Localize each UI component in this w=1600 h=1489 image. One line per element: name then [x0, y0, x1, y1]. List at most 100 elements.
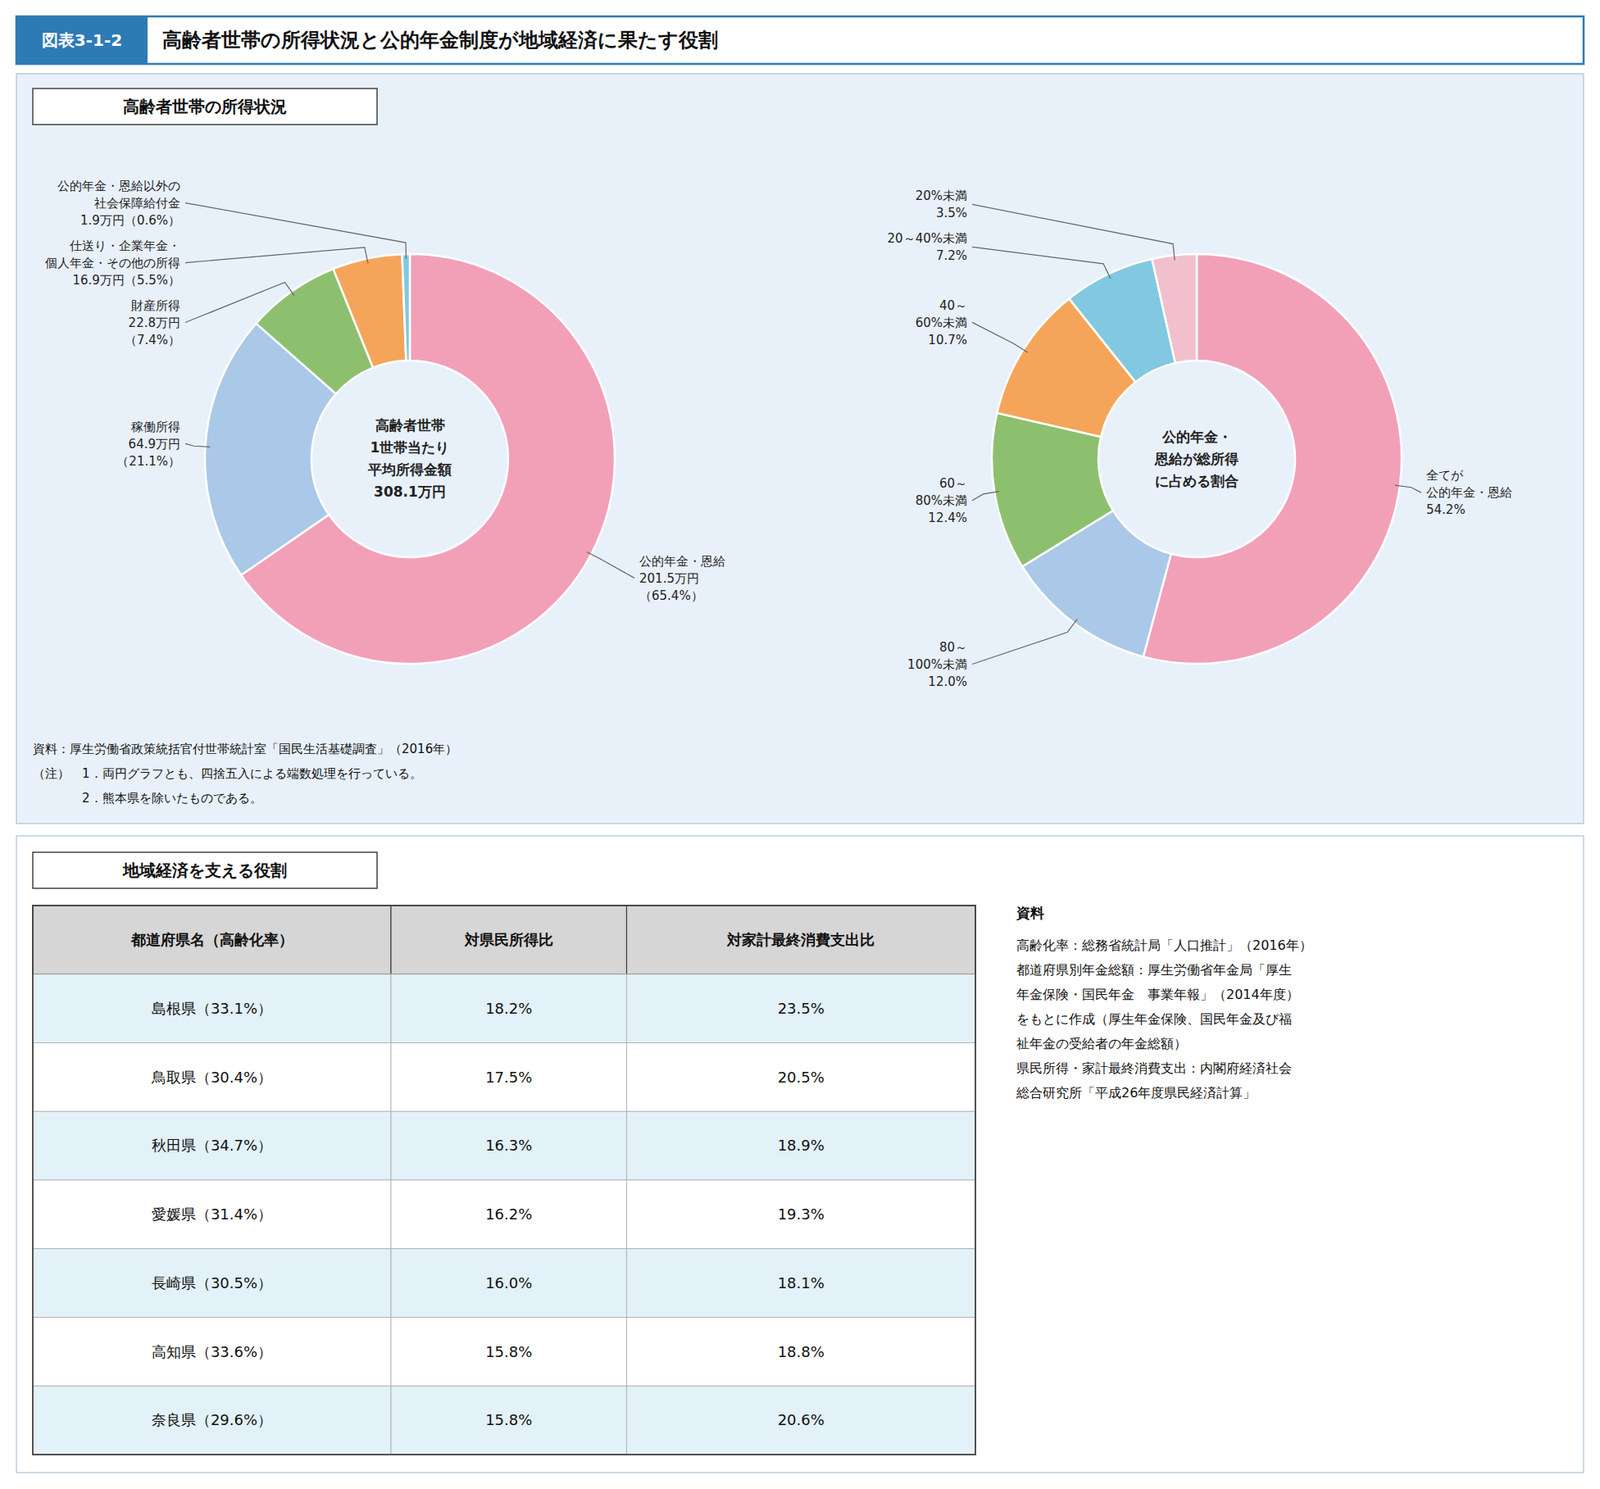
text-line: （21.1%）	[116, 454, 181, 469]
text-line: （注） 1．両円グラフとも、四捨五入による端数処理を行っている。	[32, 766, 423, 782]
section-panel	[16, 73, 1584, 824]
text-line: 高齢者世帯の所得状況	[122, 96, 287, 117]
text-line: 高知県（33.6%）	[151, 1343, 273, 1361]
text-line: 奈良県（29.6%）	[151, 1411, 273, 1429]
row-header-cell	[32, 1386, 391, 1455]
text-line: 高齢化率：総務省統計局「人口推計」（2016年）	[1016, 937, 1313, 954]
leader-line	[972, 619, 1078, 665]
text-line: 40～	[939, 298, 968, 314]
leader-line	[972, 322, 1028, 353]
title: 高齢者世帯の所得状況と公的年金制度が地域経済に果たす役割	[162, 28, 719, 52]
row-header-cell	[32, 1111, 391, 1181]
donut-slice	[333, 254, 407, 369]
text-line: 対県民所得比	[463, 931, 554, 949]
table-cell	[627, 1249, 977, 1319]
table-cell	[627, 1318, 977, 1387]
row-header-cell	[32, 974, 391, 1044]
cell-value: 18.2%	[485, 1000, 532, 1018]
note: （注） 1．両円グラフとも、四捨五入による端数処理を行っている。	[32, 766, 423, 782]
column-header: 対県民所得比	[463, 931, 554, 949]
text-line: 12.4%	[927, 510, 968, 526]
leader-line	[586, 551, 635, 578]
text-line: 60～	[939, 476, 968, 491]
text-line: 308.1万円	[373, 483, 446, 500]
center-text: 公的年金・恩給が総所得に占める割合	[1154, 428, 1239, 490]
leader-line	[185, 443, 210, 447]
text-line: 80%未満	[915, 493, 968, 509]
text-line: 100%未満	[907, 657, 968, 673]
cell-value: 15.8%	[485, 1343, 532, 1361]
row-label: 長崎県（30.5%）	[151, 1274, 273, 1292]
text-line: 20～40%未満	[887, 231, 968, 246]
text-line: 愛媛県（31.4%）	[151, 1205, 273, 1223]
header-cell	[390, 905, 628, 975]
row-label: 秋田県（34.7%）	[151, 1136, 273, 1155]
text-line: 16.9万円（5.5%）	[72, 272, 181, 288]
text-line: 1世帯当たり	[370, 439, 450, 456]
text-line: 都道府県名（高齢化率）	[130, 931, 294, 949]
section-panel	[16, 836, 1584, 1473]
header-cell	[627, 905, 977, 975]
text-line: 対家計最終消費支出比	[726, 931, 875, 949]
table-cell	[390, 1043, 628, 1113]
row-label: 愛媛県（31.4%）	[151, 1205, 273, 1223]
text-line: 社会保障給付金	[94, 195, 181, 211]
text-line: 17.5%	[485, 1068, 532, 1087]
text-line: 長崎県（30.5%）	[151, 1274, 273, 1292]
cell-value: 16.0%	[485, 1274, 532, 1292]
text-line: 2．熊本県を除いたものである。	[32, 790, 263, 806]
donut-slice	[402, 254, 410, 361]
column-header: 対家計最終消費支出比	[726, 931, 875, 949]
text-line: 公的年金・	[1161, 428, 1232, 446]
text-line: 54.2%	[1426, 502, 1466, 518]
cell-value: 18.1%	[777, 1274, 825, 1292]
row-label: 鳥取県（30.4%）	[150, 1068, 273, 1087]
leader-line	[185, 247, 369, 264]
table-cell	[390, 1318, 628, 1387]
section-title: 高齢者世帯の所得状況	[122, 96, 287, 117]
cell-value: 23.5%	[777, 1000, 825, 1018]
cell-value: 15.8%	[485, 1411, 532, 1429]
text-line: 資料	[1015, 904, 1045, 922]
text-line: 15.8%	[485, 1343, 532, 1361]
donut-slice	[1143, 254, 1402, 664]
slice-label: 20～40%未満7.2%	[887, 231, 968, 264]
text-line: 稼働所得	[131, 419, 181, 435]
text-line: 公的年金・恩給以外の	[57, 178, 181, 194]
text-line: 財産所得	[131, 298, 181, 314]
text-line: 高齢者世帯の所得状況と公的年金制度が地域経済に果たす役割	[162, 28, 719, 52]
slice-label: 40～60%未満10.7%	[915, 298, 968, 348]
text-line: 都道府県別年金総額：厚生労働省年金局「厚生	[1016, 962, 1292, 978]
background	[0, 0, 1600, 1489]
text-line: （7.4%）	[124, 332, 181, 348]
text-line: 19.3%	[777, 1205, 825, 1223]
text-line: 地域経済を支える役割	[122, 860, 287, 881]
note: 資料：厚生労働省政策統括官付世帯統計室「国民生活基礎調査」（2016年）	[32, 741, 458, 757]
text-line: 年金保険・国民年金 事業年報」（2014年度）	[1016, 986, 1300, 1003]
text-line: 資料：厚生労働省政策統括官付世帯統計室「国民生活基礎調査」（2016年）	[32, 741, 458, 757]
cell-value: 17.5%	[485, 1068, 532, 1087]
row-label: 奈良県（29.6%）	[151, 1411, 273, 1429]
text-line: 恩給が総所得	[1154, 450, 1239, 468]
text-line: 総合研究所「平成26年度県民経済計算」	[1015, 1085, 1256, 1101]
leader-line	[972, 491, 1000, 501]
row-header-cell	[32, 1180, 391, 1250]
text-line: 公的年金・恩給	[1426, 485, 1513, 500]
text-line: 1.9万円（0.6%）	[80, 213, 181, 228]
table-cell	[390, 1386, 628, 1455]
table-cell	[627, 1111, 977, 1181]
column-header: 都道府県名（高齢化率）	[130, 931, 294, 949]
text-line: 16.0%	[485, 1274, 532, 1292]
slice-label: 20%未満3.5%	[915, 188, 968, 221]
text-line: 島根県（33.1%）	[151, 1000, 273, 1018]
slice-label: 公的年金・恩給以外の社会保障給付金 1.9万円（0.6%）	[57, 178, 181, 228]
table-cell	[390, 974, 628, 1044]
table-cell	[627, 974, 977, 1044]
text-line: 10.7%	[927, 332, 968, 348]
text-line: 16.3%	[485, 1136, 532, 1155]
table-cell	[390, 1180, 628, 1250]
table-cell	[627, 1180, 977, 1250]
title-bar	[16, 16, 1584, 64]
leader-line	[185, 203, 406, 260]
table-border	[32, 905, 976, 1455]
